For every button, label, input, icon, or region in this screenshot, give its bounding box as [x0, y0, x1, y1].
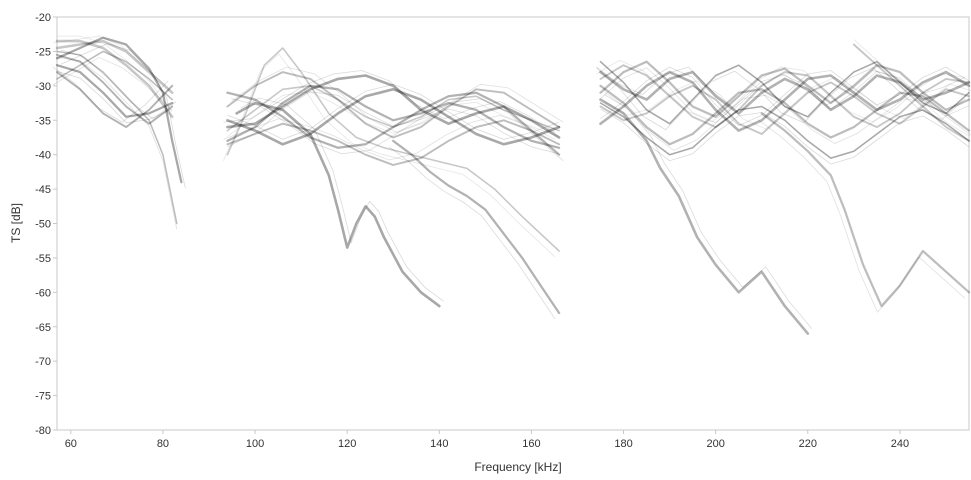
series-line: [599, 64, 970, 129]
x-tick-label: 160: [522, 438, 540, 450]
series-line: [56, 71, 174, 129]
series-line-shadow: [600, 66, 970, 127]
series-line: [55, 39, 174, 119]
x-tick-label: 180: [614, 438, 632, 450]
series-line: [226, 84, 561, 149]
x-tick-label: 240: [891, 438, 909, 450]
series-line: [235, 101, 441, 308]
series-line-shadow: [600, 67, 970, 124]
y-tick-label: -55: [35, 253, 51, 265]
series-line-shadow: [223, 53, 556, 258]
series-line-shadow: [231, 66, 564, 133]
series-line-shadow: [52, 66, 169, 123]
y-tick-label: -50: [35, 219, 51, 231]
axis-layer: 60 80 100 120 140 160 180 200 220 240 -80 -75 -70 -65…: [35, 12, 909, 450]
series-line: [760, 112, 971, 308]
series-line-shadow: [56, 57, 178, 230]
series-line-shadow: [596, 59, 966, 123]
series-line: [599, 70, 971, 132]
x-tick-label: 120: [338, 438, 356, 450]
series-line: [599, 60, 971, 118]
frequency-band-2: [223, 47, 564, 320]
y-tick-label: -30: [35, 81, 51, 93]
y-tick-label: -70: [35, 356, 51, 368]
x-tick-label: 200: [706, 438, 724, 450]
series-line-shadow: [52, 56, 169, 106]
series-line: [55, 36, 183, 184]
series-line: [599, 84, 971, 146]
series-line-shadow: [604, 76, 971, 130]
series-line-shadow: [223, 70, 556, 133]
y-tick-label: -25: [35, 46, 51, 58]
series-line-shadow: [60, 49, 177, 120]
y-tick-label: -80: [35, 425, 51, 437]
x-tick-label: 80: [157, 438, 169, 450]
series-line: [599, 60, 970, 125]
series-line: [599, 81, 970, 135]
series-line-shadow: [604, 91, 971, 151]
series-line-shadow: [57, 35, 173, 113]
series-line-shadow: [227, 83, 560, 140]
series-line-shadow: [600, 108, 970, 165]
x-tick-label: 140: [430, 438, 448, 450]
series-line: [599, 98, 810, 335]
series-line: [599, 102, 970, 159]
series-line: [226, 91, 561, 156]
series-line-shadow: [596, 66, 966, 109]
series-line-shadow: [388, 146, 556, 320]
x-axis-title: Frequency [kHz]: [474, 460, 561, 474]
y-tick-label: -40: [35, 150, 51, 162]
series-line: [55, 64, 174, 118]
y-tick-label: -20: [35, 12, 51, 24]
series-line: [56, 50, 178, 225]
series-line-shadow: [227, 91, 560, 155]
series-line: [852, 43, 970, 142]
series-line: [392, 139, 561, 315]
series-line: [599, 70, 971, 115]
series-line-shadow: [240, 97, 444, 302]
series-line: [56, 53, 174, 125]
plot-area: [56, 16, 970, 431]
series-line-shadow: [227, 91, 560, 137]
series-line-shadow: [223, 114, 556, 161]
series-line: [56, 50, 173, 101]
y-tick-label: -35: [35, 115, 51, 127]
series-line-shadow: [60, 43, 186, 189]
series-layer: [52, 35, 971, 335]
series-line-shadow: [52, 35, 169, 88]
series-line: [226, 85, 560, 132]
frequency-band-1: [52, 35, 186, 230]
series-line: [226, 47, 560, 252]
series-line-shadow: [604, 94, 813, 329]
series-line: [55, 39, 174, 94]
series-line-shadow: [596, 67, 966, 131]
x-tick-label: 60: [65, 438, 77, 450]
y-axis-title: TS [dB]: [9, 203, 23, 243]
frequency-band-3: [596, 39, 971, 335]
series-line: [226, 119, 561, 166]
series-line-shadow: [853, 39, 970, 137]
x-tick-label: 100: [246, 438, 264, 450]
y-tick-label: -75: [35, 391, 51, 403]
series-line-shadow: [231, 98, 564, 162]
x-tick-label: 220: [799, 438, 817, 450]
series-line: [226, 74, 561, 139]
series-line: [226, 71, 561, 139]
y-tick-label: -60: [35, 287, 51, 299]
series-line-shadow: [56, 70, 173, 124]
series-line-shadow: [757, 119, 966, 313]
y-tick-label: -45: [35, 184, 51, 196]
y-tick-label: -65: [35, 322, 51, 334]
series-line: [226, 88, 561, 146]
